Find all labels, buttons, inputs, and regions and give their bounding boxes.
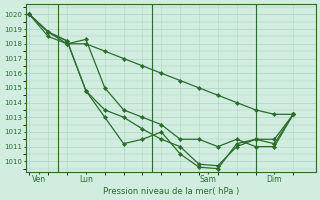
X-axis label: Pression niveau de la mer( hPa ): Pression niveau de la mer( hPa ) bbox=[103, 187, 239, 196]
